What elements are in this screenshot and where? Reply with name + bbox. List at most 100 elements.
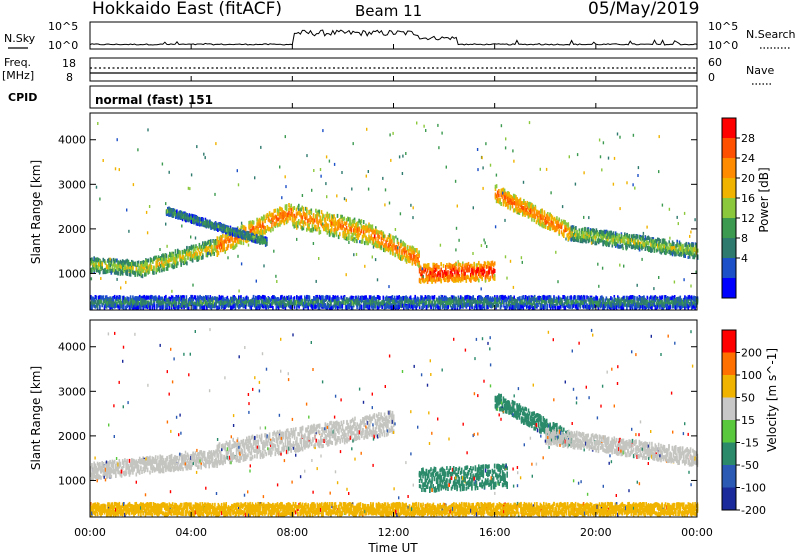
p-cell	[210, 252, 212, 257]
p-cell	[295, 212, 298, 217]
p-cell	[378, 230, 381, 235]
p-cell	[626, 241, 628, 245]
p-cell	[271, 220, 273, 225]
p-cell	[115, 263, 117, 268]
p-cell	[324, 223, 326, 228]
p-cell	[362, 226, 365, 231]
p-cell	[206, 253, 209, 258]
p-cell	[563, 234, 565, 238]
p-cell	[208, 224, 210, 229]
p-cell	[93, 263, 95, 268]
p-cell	[414, 261, 417, 266]
p-cell	[172, 265, 175, 270]
p-cell	[668, 247, 670, 252]
p-cell	[641, 237, 643, 242]
p-cell	[257, 219, 259, 224]
p-cell	[409, 252, 411, 257]
p-cell	[520, 201, 523, 206]
p-cell	[468, 277, 471, 282]
p-cell	[555, 226, 557, 231]
p-cell	[291, 212, 294, 216]
p-cell	[223, 225, 226, 230]
p-cell	[177, 254, 179, 259]
p-cell	[392, 251, 394, 256]
p-cell	[277, 212, 280, 217]
p-cell	[475, 277, 478, 282]
p-cell	[350, 236, 352, 241]
p-cell	[98, 268, 100, 273]
p-cell	[230, 243, 232, 248]
p-cell	[550, 216, 552, 221]
p-cell	[655, 239, 658, 244]
p-cell	[334, 220, 336, 225]
p-cell	[600, 229, 602, 234]
p-cell	[551, 226, 554, 231]
p-cell	[371, 237, 374, 242]
p-cell	[191, 253, 194, 258]
p-cell	[564, 224, 566, 229]
p-cell	[654, 242, 657, 247]
p-cell	[624, 235, 626, 240]
p-cell	[318, 209, 321, 214]
p-cell	[348, 236, 350, 241]
p-cell	[185, 257, 187, 262]
p-cell	[471, 270, 473, 274]
p-cell	[565, 222, 567, 227]
p-cell	[270, 213, 272, 218]
p-cell	[347, 228, 349, 233]
p-cell	[171, 256, 173, 261]
p-cell	[158, 262, 161, 266]
p-cell	[561, 232, 564, 237]
p-cell	[490, 261, 493, 266]
p-cell	[302, 226, 305, 231]
p-cell	[336, 227, 339, 231]
p-cell	[331, 229, 333, 234]
p-cell	[156, 263, 159, 268]
p-cell	[221, 245, 223, 250]
p-cell	[653, 248, 656, 253]
p-cell	[148, 264, 151, 269]
p-cell	[134, 261, 136, 266]
p-cell	[525, 208, 527, 212]
p-cell	[398, 256, 401, 260]
p-cell	[90, 260, 92, 265]
p-cell	[550, 220, 552, 225]
p-cell	[344, 227, 347, 232]
p-cell	[124, 260, 126, 265]
p-cell	[504, 191, 507, 196]
p-cell	[406, 254, 409, 259]
p-cell	[162, 263, 164, 268]
p-cell	[307, 218, 309, 223]
p-cell	[454, 265, 456, 270]
p-cell	[282, 214, 285, 219]
p-cell	[180, 259, 182, 263]
p-cell	[183, 248, 186, 253]
p-cell	[225, 224, 227, 229]
p-cell	[522, 206, 524, 210]
p-cell	[296, 211, 299, 216]
p-cell	[391, 240, 393, 244]
p-cell	[427, 276, 430, 281]
p-cell	[186, 246, 188, 251]
p-cell	[472, 268, 474, 273]
p-cell	[268, 227, 271, 232]
p-cell	[640, 243, 642, 248]
p-cell	[614, 236, 617, 240]
p-cell	[227, 227, 229, 232]
p-cell	[671, 240, 674, 245]
p-cell	[511, 199, 514, 204]
p-cell	[627, 242, 629, 247]
p-cell	[368, 224, 370, 229]
p-cell	[249, 220, 252, 225]
p-cell	[307, 224, 309, 229]
p-cell	[479, 263, 481, 268]
p-cell	[638, 247, 641, 252]
p-cell	[201, 222, 203, 227]
p-cell	[465, 275, 468, 280]
p-cell	[675, 244, 677, 248]
p-cell	[452, 278, 455, 283]
p-cell	[178, 249, 180, 254]
cpid-label: CPID	[8, 91, 37, 104]
p-cell	[457, 262, 460, 267]
